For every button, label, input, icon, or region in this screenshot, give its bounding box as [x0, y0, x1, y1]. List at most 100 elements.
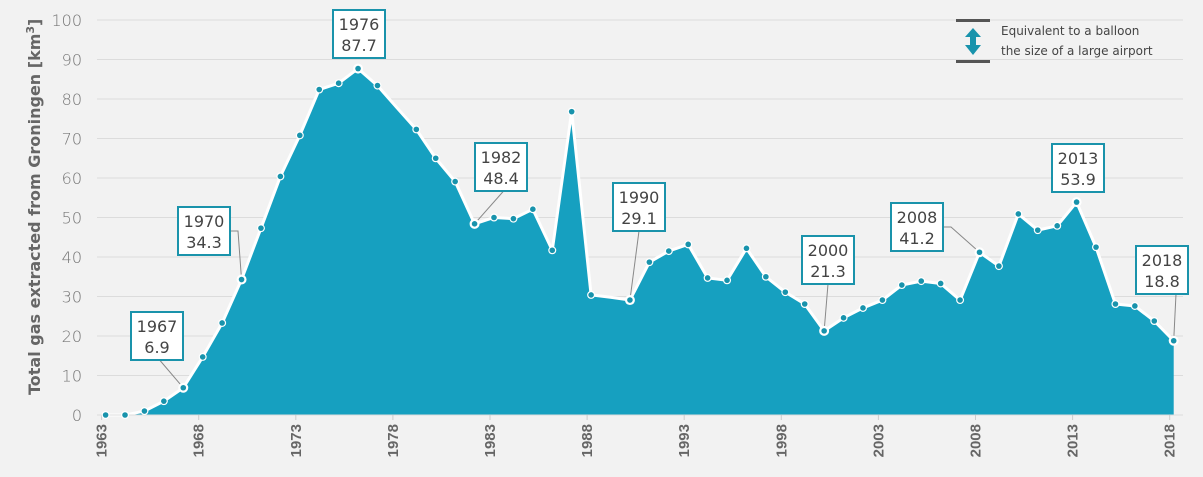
y-axis-title: Total gas extracted from Groningen [km3] [24, 19, 45, 395]
area-fill [105, 68, 1174, 416]
annotation-year: 1990 [619, 188, 660, 207]
data-point [840, 315, 847, 321]
annotation-value: 21.3 [810, 262, 846, 281]
data-point [491, 214, 497, 221]
data-point [1015, 211, 1022, 217]
data-point [957, 297, 963, 303]
annotation-leader [629, 230, 640, 301]
data-point [510, 215, 517, 222]
annotation-leader [1173, 293, 1177, 341]
annotation-value: 29.1 [621, 209, 657, 228]
x-tick-label: 2003 [870, 424, 887, 457]
annotation-box [801, 235, 855, 285]
x-tick-label: 1973 [288, 424, 305, 457]
data-point [180, 384, 187, 391]
data-point [704, 275, 711, 281]
data-point [918, 278, 925, 284]
y-tick-label: 40 [62, 248, 82, 267]
x-tick-label: 1983 [482, 424, 499, 457]
y-tick-label: 30 [62, 288, 82, 307]
annotation-box [1051, 143, 1105, 193]
annotation-1976: 1976 87.7 [332, 9, 386, 59]
data-point [685, 241, 691, 248]
data-point [238, 276, 245, 283]
x-tick-label: 1963 [94, 424, 111, 457]
annotation-box [130, 311, 184, 361]
x-tick-label: 2018 [1162, 424, 1179, 457]
double-arrow-scale-icon [956, 19, 990, 63]
annotation-year: 1967 [137, 317, 178, 336]
legend-line-2: the size of a large airport [1001, 44, 1153, 58]
annotation-box [177, 206, 231, 256]
y-tick-label: 80 [62, 90, 82, 109]
y-tick-label: 100 [51, 11, 82, 30]
annotation-value: 53.9 [1060, 170, 1096, 189]
annotation-leaders [159, 190, 1177, 389]
data-point [763, 273, 769, 280]
data-point [801, 301, 808, 307]
data-point [102, 412, 109, 418]
annotation-year: 2013 [1058, 149, 1099, 168]
data-point [199, 354, 206, 360]
x-tick-label: 1998 [773, 424, 790, 457]
data-point [432, 155, 439, 162]
annotation-box [332, 9, 386, 59]
data-point [976, 249, 983, 256]
y-tick-label: 0 [72, 406, 82, 425]
x-tick-label: 1988 [579, 424, 596, 457]
x-tick-label: 1993 [676, 424, 693, 457]
data-point [374, 82, 381, 89]
y-tick-label: 10 [62, 367, 82, 386]
data-point [665, 248, 672, 254]
data-point [316, 86, 323, 93]
data-point [879, 297, 886, 303]
x-tick-label: 1968 [191, 424, 208, 457]
annotation-value: 41.2 [899, 229, 935, 248]
x-tick-label: 2008 [968, 424, 985, 457]
annotation-value: 87.7 [341, 36, 377, 55]
annotation-leader [474, 190, 504, 225]
annotation-year: 1970 [184, 212, 225, 231]
data-point [937, 280, 944, 287]
data-point [627, 297, 633, 303]
data-point [297, 132, 303, 139]
annotation-value: 6.9 [144, 338, 169, 357]
annotation-box [612, 182, 666, 232]
annotation-year: 2008 [897, 208, 938, 227]
annotation-2018: 2018 18.8 [1135, 245, 1189, 295]
data-point [122, 412, 128, 418]
y-tick-label: 90 [62, 51, 82, 70]
data-point [996, 263, 1002, 269]
annotation-1990: 1990 29.1 [612, 182, 666, 232]
data-point [549, 247, 556, 254]
data-point [1054, 222, 1060, 229]
annotation-year: 1982 [481, 148, 522, 167]
y-tick-label: 20 [62, 327, 82, 346]
data-point [219, 320, 225, 326]
data-point [1093, 244, 1099, 250]
data-point [335, 80, 342, 86]
data-point [1132, 303, 1138, 309]
annotation-2008: 2008 41.2 [890, 202, 944, 252]
data-point [821, 328, 827, 334]
y-tick-label: 60 [62, 169, 82, 188]
x-axis-ticks: 1963 1968 1973 1978 1983 1988 1993 1998 2003 2008… [94, 415, 1179, 457]
data-point [646, 259, 653, 265]
data-point [1034, 227, 1041, 233]
annotation-2000: 2000 21.3 [801, 235, 855, 285]
annotation-value: 34.3 [186, 233, 222, 252]
annotation-1982: 1982 48.4 [474, 142, 528, 192]
legend-line-1: Equivalent to a balloon [1001, 24, 1139, 38]
annotations: 1967 6.9 1970 34.3 1976 87.7 1982 48.4 1990 29.1 2… [130, 9, 1189, 361]
data-point [161, 398, 167, 404]
data-point [452, 178, 458, 185]
annotation-value: 18.8 [1144, 272, 1180, 291]
data-point [782, 289, 789, 295]
data-point [530, 206, 536, 213]
data-point [899, 282, 905, 288]
annotation-leader [230, 230, 243, 280]
annotation-year: 2000 [808, 241, 849, 260]
y-axis-ticks: 0 10 20 30 40 50 60 70 80 90 100 [51, 11, 82, 425]
data-point [568, 108, 575, 115]
